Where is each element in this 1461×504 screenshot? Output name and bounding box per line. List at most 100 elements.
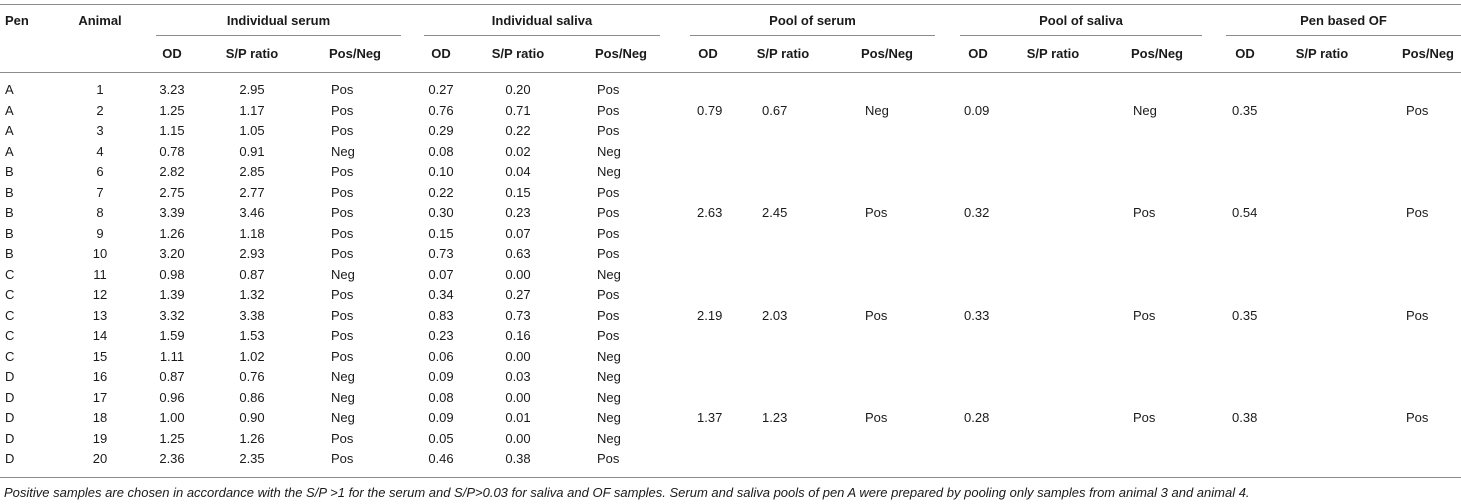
pool-saliva-cell: Pos bbox=[1133, 205, 1156, 220]
serum-od-cell: 1.39 bbox=[159, 287, 185, 302]
pool-saliva-cell: 0.33 bbox=[964, 307, 990, 323]
pen-cell: C bbox=[5, 266, 15, 282]
pool-of-cell: 0.35 bbox=[1232, 102, 1258, 118]
serum-sp-cell: 2.35 bbox=[239, 451, 265, 466]
serum-sp-cell: 3.46 bbox=[239, 205, 265, 220]
saliva-od-cell: 0.76 bbox=[428, 102, 454, 118]
pen-cell: D bbox=[5, 410, 15, 425]
saliva-sp-cell: 0.16 bbox=[505, 328, 531, 343]
serum-od-cell: 2.36 bbox=[159, 451, 185, 466]
serum-od-cell: 1.26 bbox=[159, 225, 185, 241]
col-header-animal: Animal bbox=[78, 13, 122, 28]
serum-sp-cell: 0.91 bbox=[239, 143, 265, 159]
group-underline-5 bbox=[1226, 35, 1461, 36]
pool-serum-cell: 1.23 bbox=[762, 410, 788, 425]
animal-cell: 14 bbox=[92, 328, 108, 343]
animal-cell: 19 bbox=[92, 430, 108, 446]
group-header-5: Pen based OF bbox=[1300, 13, 1387, 28]
pool-serum-cell: Pos bbox=[865, 205, 888, 220]
animal-cell: 1 bbox=[96, 82, 104, 97]
saliva-sp-cell: 0.00 bbox=[505, 348, 531, 364]
saliva-posneg-cell: Pos bbox=[597, 205, 620, 220]
sub-header-4-2: S/P ratio bbox=[1026, 46, 1080, 61]
col-header-pen: Pen bbox=[5, 13, 29, 28]
serum-sp-cell: 1.18 bbox=[239, 225, 265, 241]
serum-posneg-cell: Pos bbox=[331, 287, 354, 302]
saliva-posneg-cell: Pos bbox=[597, 123, 620, 138]
group-header-3: Pool of serum bbox=[769, 13, 856, 28]
pen-cell: C bbox=[5, 328, 15, 343]
saliva-posneg-cell: Pos bbox=[597, 102, 620, 118]
animal-cell: 18 bbox=[92, 410, 108, 425]
sub-header-2-1: OD bbox=[431, 46, 451, 61]
group-underline-1 bbox=[156, 35, 401, 36]
group-header-2: Individual saliva bbox=[491, 13, 593, 28]
serum-posneg-cell: Neg bbox=[331, 266, 355, 282]
animal-cell: 10 bbox=[92, 246, 108, 261]
table-footnote: Positive samples are chosen in accordanc… bbox=[4, 485, 1250, 500]
pen-cell: B bbox=[5, 225, 14, 241]
pool-serum-cell: 0.67 bbox=[762, 102, 788, 118]
sub-header-3-3: Pos/Neg bbox=[860, 46, 913, 61]
saliva-posneg-cell: Neg bbox=[597, 143, 621, 159]
saliva-posneg-cell: Pos bbox=[597, 287, 620, 302]
serum-sp-cell: 2.93 bbox=[239, 246, 265, 261]
sub-header-2-2: S/P ratio bbox=[491, 46, 545, 61]
pool-serum-cell: 0.79 bbox=[697, 102, 723, 118]
pool-saliva-cell: 0.28 bbox=[964, 410, 990, 425]
saliva-od-cell: 0.09 bbox=[428, 369, 454, 384]
pool-saliva-cell: Pos bbox=[1133, 410, 1156, 425]
saliva-od-cell: 0.27 bbox=[428, 82, 454, 97]
saliva-sp-cell: 0.01 bbox=[505, 410, 531, 425]
saliva-od-cell: 0.22 bbox=[428, 184, 454, 200]
saliva-sp-cell: 0.22 bbox=[505, 123, 531, 138]
serum-posneg-cell: Pos bbox=[331, 430, 354, 446]
serum-sp-cell: 1.02 bbox=[239, 348, 265, 364]
saliva-posneg-cell: Neg bbox=[597, 430, 621, 446]
table-bottom-rule bbox=[0, 477, 1461, 478]
animal-cell: 11 bbox=[93, 266, 107, 282]
group-underline-3 bbox=[690, 35, 935, 36]
saliva-sp-cell: 0.20 bbox=[505, 82, 531, 97]
saliva-od-cell: 0.73 bbox=[428, 246, 454, 261]
pool-of-cell: 0.38 bbox=[1232, 410, 1258, 425]
pen-cell: C bbox=[5, 348, 15, 364]
group-underline-4 bbox=[960, 35, 1202, 36]
serum-od-cell: 0.78 bbox=[159, 143, 185, 159]
serum-od-cell: 1.11 bbox=[159, 348, 185, 364]
saliva-sp-cell: 0.38 bbox=[505, 451, 531, 466]
pool-of-cell: 0.54 bbox=[1232, 205, 1258, 220]
saliva-posneg-cell: Pos bbox=[597, 451, 620, 466]
serum-posneg-cell: Neg bbox=[331, 143, 355, 159]
serum-posneg-cell: Pos bbox=[331, 307, 354, 323]
pool-serum-cell: 2.03 bbox=[762, 307, 788, 323]
saliva-od-cell: 0.83 bbox=[428, 307, 454, 323]
saliva-od-cell: 0.08 bbox=[428, 389, 454, 405]
pen-cell: D bbox=[5, 430, 15, 446]
pen-cell: B bbox=[5, 246, 14, 261]
pen-cell: D bbox=[5, 369, 15, 384]
animal-cell: 8 bbox=[96, 205, 104, 220]
saliva-od-cell: 0.07 bbox=[428, 266, 454, 282]
serum-posneg-cell: Neg bbox=[331, 389, 355, 405]
serum-od-cell: 3.23 bbox=[159, 82, 185, 97]
serum-sp-cell: 1.32 bbox=[239, 287, 265, 302]
serum-posneg-cell: Pos bbox=[331, 123, 354, 138]
serum-sp-cell: 2.77 bbox=[239, 184, 265, 200]
serum-sp-cell: 1.05 bbox=[239, 123, 265, 138]
saliva-sp-cell: 0.02 bbox=[505, 143, 531, 159]
saliva-sp-cell: 0.00 bbox=[505, 266, 531, 282]
saliva-posneg-cell: Pos bbox=[597, 82, 620, 97]
serum-od-cell: 2.75 bbox=[159, 184, 185, 200]
saliva-posneg-cell: Neg bbox=[597, 410, 621, 425]
serum-posneg-cell: Pos bbox=[331, 328, 354, 343]
saliva-sp-cell: 0.27 bbox=[505, 287, 531, 302]
serum-sp-cell: 0.90 bbox=[239, 410, 265, 425]
saliva-sp-cell: 0.03 bbox=[505, 369, 531, 384]
pool-of-cell: 0.35 bbox=[1232, 307, 1258, 323]
animal-cell: 9 bbox=[96, 225, 104, 241]
animal-cell: 3 bbox=[96, 123, 104, 138]
pen-cell: A bbox=[5, 82, 14, 97]
saliva-od-cell: 0.09 bbox=[428, 410, 454, 425]
sub-header-1-2: S/P ratio bbox=[225, 46, 279, 61]
